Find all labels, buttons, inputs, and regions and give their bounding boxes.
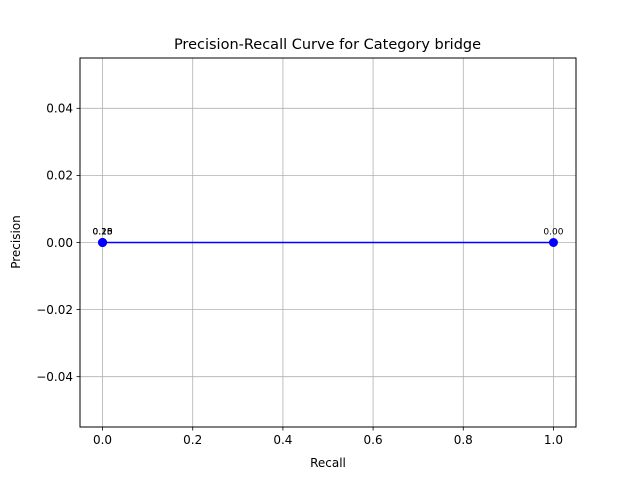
x-tick-label: 1.0 <box>544 433 563 447</box>
series-layer <box>98 238 558 247</box>
y-tick-label: 0.00 <box>46 236 73 250</box>
data-point-label: 0.15 <box>93 228 113 238</box>
x-tick-label: 0.2 <box>183 433 202 447</box>
y-tick-label: 0.02 <box>46 169 73 183</box>
x-tick-label: 0.0 <box>93 433 112 447</box>
x-tick-label: 0.6 <box>364 433 383 447</box>
data-point-label: 0.00 <box>543 228 563 238</box>
y-tick-label: −0.02 <box>36 303 73 317</box>
data-point <box>548 238 558 247</box>
x-tick-label: 0.8 <box>454 433 473 447</box>
x-axis-label: Recall <box>310 456 346 470</box>
data-point-label: 0.28 <box>93 228 113 238</box>
y-tick-label: −0.04 <box>36 370 73 384</box>
y-tick-label: 0.04 <box>46 102 73 116</box>
axis-ticks: 0.0 0.2 0.4 0.6 0.8 1.0 −0.04 −0.02 0.00 0.02 0.04 <box>36 102 563 447</box>
point-labels: 0.280.150.10 0.00 <box>93 228 564 238</box>
chart-title: Precision-Recall Curve for Category brid… <box>174 37 481 53</box>
y-axis-label: Precision <box>9 215 23 269</box>
x-tick-label: 0.4 <box>273 433 292 447</box>
data-point-label: 0.10 <box>93 228 113 238</box>
data-point <box>98 238 108 247</box>
